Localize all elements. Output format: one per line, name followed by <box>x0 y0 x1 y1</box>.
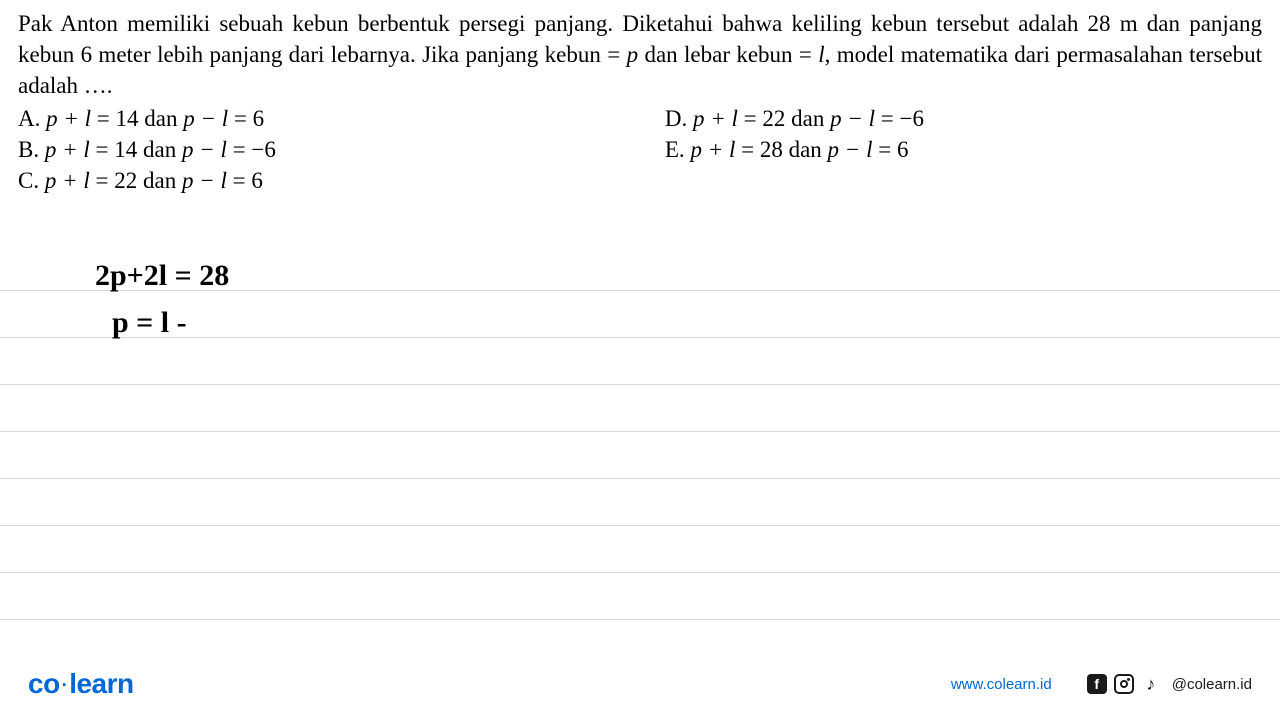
ruled-line <box>0 573 1280 620</box>
website-url: www.colearn.id <box>951 676 1052 693</box>
option-a: A. p + l = 14 dan p − l = 6 <box>18 103 665 134</box>
logo-dot: · <box>62 675 68 695</box>
social-handle: @colearn.id <box>1172 676 1252 693</box>
option-e: E. p + l = 28 dan p − l = 6 <box>665 134 1262 165</box>
footer: co·learn www.colearn.id f ♪ @colearn.id <box>0 668 1280 700</box>
question-block: Pak Anton memiliki sebuah kebun berbentu… <box>0 0 1280 196</box>
tiktok-icon: ♪ <box>1141 674 1161 694</box>
options-right-column: D. p + l = 22 dan p − l = −6 E. p + l = … <box>665 103 1262 196</box>
option-c: C. p + l = 22 dan p − l = 6 <box>18 165 665 196</box>
option-b: B. p + l = 14 dan p − l = −6 <box>18 134 665 165</box>
logo-learn-text: learn <box>69 668 133 699</box>
ruled-line <box>0 291 1280 338</box>
ruled-line <box>0 526 1280 573</box>
option-d: D. p + l = 22 dan p − l = −6 <box>665 103 1262 134</box>
instagram-icon <box>1114 674 1134 694</box>
ruled-line <box>0 385 1280 432</box>
handwriting-line2: p = l - <box>112 306 187 340</box>
colearn-logo: co·learn <box>28 668 134 700</box>
ruled-line <box>0 338 1280 385</box>
ruled-line <box>0 479 1280 526</box>
instagram-dot <box>1127 678 1130 681</box>
ruled-line <box>0 432 1280 479</box>
facebook-icon: f <box>1087 674 1107 694</box>
instagram-inner-circle <box>1120 680 1128 688</box>
question-var-p: p <box>627 42 639 67</box>
question-line1: Pak Anton memiliki sebuah kebun berbentu… <box>18 11 1078 36</box>
question-text: Pak Anton memiliki sebuah kebun berbentu… <box>18 8 1262 101</box>
options-left-column: A. p + l = 14 dan p − l = 6 B. p + l = 1… <box>18 103 665 196</box>
social-icons: f ♪ @colearn.id <box>1087 674 1252 694</box>
options-container: A. p + l = 14 dan p − l = 6 B. p + l = 1… <box>18 103 1262 196</box>
question-line2-p2: dan lebar kebun = <box>638 42 818 67</box>
question-line2-p3: , <box>825 42 831 67</box>
logo-co-text: co <box>28 668 60 699</box>
lined-background <box>0 244 1280 620</box>
handwriting-line1: 2p+2l = 28 <box>95 259 229 293</box>
